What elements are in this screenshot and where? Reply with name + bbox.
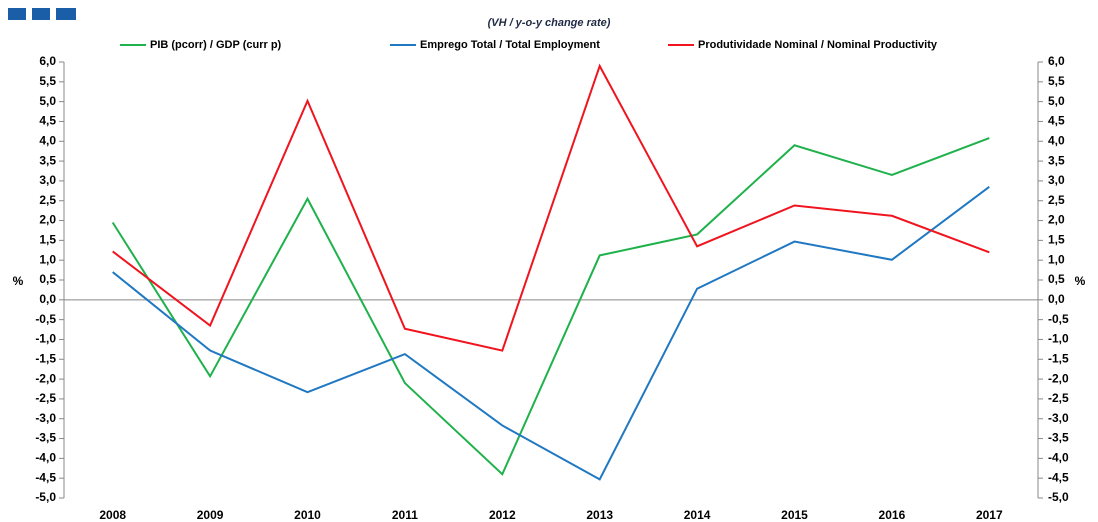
y2-tick-label: -3,5 (1048, 431, 1069, 445)
y2-tick-label: -2,5 (1048, 391, 1069, 405)
series-line (112, 63, 990, 352)
y-tick-label: 1,5 (39, 233, 56, 247)
y2-tick-label: 2,0 (1048, 213, 1065, 227)
x-tick-label: 2009 (197, 508, 224, 522)
y2-tick-label: 6,0 (1048, 54, 1065, 68)
y2-tick-label: -1,0 (1048, 332, 1069, 346)
y-tick-label: -0,5 (35, 312, 56, 326)
y2-tick-label: 3,0 (1048, 173, 1065, 187)
x-tick-label: 2015 (781, 508, 808, 522)
x-tick-label: 2010 (294, 508, 321, 522)
logo-block (8, 8, 26, 20)
y2-tick-label: 0,5 (1048, 272, 1065, 286)
y-tick-label: 0,0 (39, 292, 56, 306)
y-tick-label: -4,5 (35, 470, 56, 484)
y2-tick-label: -2,0 (1048, 371, 1069, 385)
y2-tick-label: 2,5 (1048, 193, 1065, 207)
y-tick-label: 1,0 (39, 252, 56, 266)
y-tick-label: 3,0 (39, 173, 56, 187)
y2-tick-label: -3,0 (1048, 411, 1069, 425)
y2-tick-label: 3,5 (1048, 153, 1065, 167)
y2-tick-label: -1,5 (1048, 351, 1069, 365)
x-tick-label: 2013 (586, 508, 613, 522)
x-tick-label: 2012 (489, 508, 516, 522)
y-tick-label: -5,0 (35, 490, 56, 504)
y-tick-label: -3,5 (35, 431, 56, 445)
x-tick-label: 2014 (684, 508, 711, 522)
y-tick-label: 4,5 (39, 114, 56, 128)
y2-tick-label: -5,0 (1048, 490, 1069, 504)
series-line (112, 186, 990, 481)
y-tick-label: -4,0 (35, 451, 56, 465)
y-tick-label: -2,5 (35, 391, 56, 405)
y2-tick-label: -0,5 (1048, 312, 1069, 326)
logo-block (56, 8, 76, 20)
x-tick-label: 2008 (99, 508, 126, 522)
y2-tick-label: 5,5 (1048, 74, 1065, 88)
y-tick-label: 3,5 (39, 153, 56, 167)
logo-block (32, 8, 50, 20)
legend-label: PIB (pcorr) / GDP (curr p) (150, 39, 282, 51)
y2-tick-label: 4,0 (1048, 133, 1065, 147)
y-tick-label: -3,0 (35, 411, 56, 425)
chart-subtitle: (VH / y-o-y change rate) (488, 17, 611, 29)
y2-tick-label: 5,0 (1048, 94, 1065, 108)
y-tick-label: 0,5 (39, 272, 56, 286)
x-tick-label: 2017 (976, 508, 1003, 522)
y2-tick-label: 1,5 (1048, 233, 1065, 247)
legend-label: Emprego Total / Total Employment (420, 39, 600, 51)
y-tick-label: 2,5 (39, 193, 56, 207)
y-tick-label: 5,0 (39, 94, 56, 108)
y2-tick-label: 1,0 (1048, 252, 1065, 266)
y-tick-label: -1,5 (35, 351, 56, 365)
y-tick-label: 6,0 (39, 54, 56, 68)
y-tick-label: 5,5 (39, 74, 56, 88)
y-tick-label: 4,0 (39, 133, 56, 147)
y2-tick-label: -4,0 (1048, 451, 1069, 465)
y-tick-label: -1,0 (35, 332, 56, 346)
series-line (111, 137, 990, 476)
y-axis-label: % (13, 274, 24, 288)
x-tick-label: 2011 (392, 508, 418, 522)
y2-tick-label: -4,5 (1048, 470, 1069, 484)
legend-label: Produtividade Nominal / Nominal Producti… (698, 39, 938, 51)
y-tick-label: -2,0 (35, 371, 56, 385)
y2-tick-label: 4,5 (1048, 114, 1065, 128)
y2-tick-label: 0,0 (1048, 292, 1065, 306)
x-tick-label: 2016 (879, 508, 906, 522)
y2-axis-label: % (1075, 274, 1086, 288)
y-tick-label: 2,0 (39, 213, 56, 227)
